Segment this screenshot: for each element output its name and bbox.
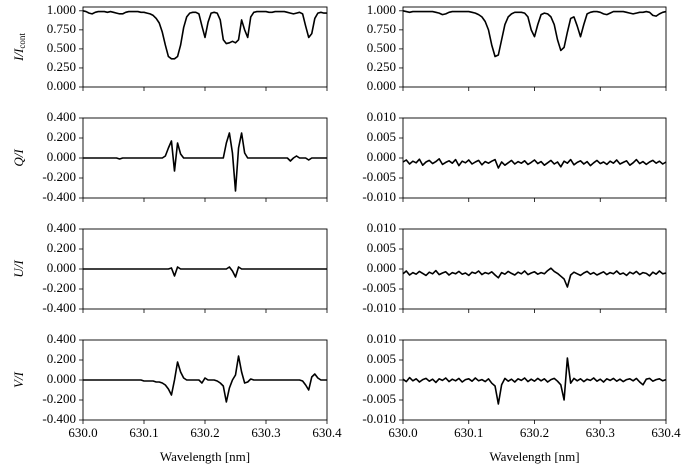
y-tick-label: 0.010 <box>367 220 396 235</box>
x-tick-label: 630.4 <box>312 425 342 440</box>
y-tick-label: -0.200 <box>42 391 76 406</box>
y-axis-label: U/I <box>11 260 26 278</box>
y-tick-label: 0.000 <box>47 260 76 275</box>
x-tick-label: 630.1 <box>129 425 158 440</box>
y-tick-label: 0.400 <box>47 220 76 235</box>
x-tick-label: 630.3 <box>586 425 615 440</box>
axes-frame <box>402 339 667 421</box>
x-tick-label: 630.3 <box>251 425 280 440</box>
y-tick-label: 0.000 <box>367 371 396 386</box>
y-tick-label: 0.200 <box>47 351 76 366</box>
y-tick-label: -0.005 <box>362 391 396 406</box>
axes-frame <box>402 228 667 310</box>
series-line <box>83 266 327 278</box>
y-axis-label-subscript: cont <box>17 33 27 49</box>
y-tick-label: 0.200 <box>47 240 76 255</box>
axes-frame <box>82 6 328 88</box>
x-axis-label: Wavelength [nm] <box>160 449 250 464</box>
y-tick-label: 0.005 <box>367 129 396 144</box>
y-tick-label: 0.500 <box>47 40 76 55</box>
y-tick-label: 0.010 <box>367 109 396 124</box>
series-line <box>402 267 667 288</box>
y-tick-label: -0.010 <box>362 411 396 426</box>
y-tick-label: -0.200 <box>42 169 76 184</box>
y-tick-label: 0.400 <box>47 109 76 124</box>
series-line <box>402 10 667 58</box>
y-axis-label-main: Q/I <box>11 149 26 167</box>
y-axis-label: Q/I <box>11 149 26 167</box>
y-tick-label: 0.750 <box>367 21 396 36</box>
x-tick-label: 630.2 <box>190 425 219 440</box>
y-tick-label: 0.000 <box>47 78 76 93</box>
y-tick-label: -0.010 <box>362 300 396 315</box>
y-tick-label: -0.200 <box>42 280 76 295</box>
y-tick-label: 0.500 <box>367 40 396 55</box>
x-tick-label: 630.0 <box>388 425 417 440</box>
y-tick-label: -0.005 <box>362 280 396 295</box>
axes-frame <box>82 228 328 310</box>
y-tick-label: 0.000 <box>367 78 396 93</box>
x-tick-label: 630.1 <box>454 425 483 440</box>
y-axis-label-main: I/I <box>11 48 26 62</box>
y-tick-label: 0.250 <box>47 59 76 74</box>
y-tick-label: -0.400 <box>42 189 76 204</box>
y-tick-label: -0.400 <box>42 411 76 426</box>
series-line <box>402 357 667 405</box>
y-tick-label: 0.750 <box>47 21 76 36</box>
series-line <box>82 10 327 60</box>
series-line <box>402 158 667 169</box>
y-tick-label: 0.000 <box>367 260 396 275</box>
x-tick-label: 630.2 <box>520 425 549 440</box>
y-tick-label: 0.400 <box>47 331 76 346</box>
y-axis-label-main: V/I <box>11 371 26 388</box>
axes-frame <box>402 117 667 199</box>
y-axis-label: V/I <box>11 371 26 388</box>
y-tick-label: 0.250 <box>367 59 396 74</box>
series-line <box>83 132 327 192</box>
y-tick-label: 0.010 <box>367 331 396 346</box>
y-tick-label: 0.000 <box>47 371 76 386</box>
y-tick-label: 1.000 <box>47 2 76 17</box>
axes-frame <box>82 117 328 199</box>
series-line <box>83 355 327 403</box>
x-tick-label: 630.0 <box>68 425 97 440</box>
axes-frame <box>82 339 328 421</box>
x-tick-label: 630.4 <box>651 425 681 440</box>
y-tick-label: -0.400 <box>42 300 76 315</box>
y-tick-label: 0.200 <box>47 129 76 144</box>
y-tick-label: 1.000 <box>367 2 396 17</box>
y-axis-label: I/Icont <box>11 33 27 62</box>
y-tick-label: 0.000 <box>47 149 76 164</box>
y-tick-label: 0.000 <box>367 149 396 164</box>
y-tick-label: -0.010 <box>362 189 396 204</box>
y-tick-label: 0.005 <box>367 351 396 366</box>
x-axis-label: Wavelength [nm] <box>489 449 579 464</box>
axes-frame <box>402 6 667 88</box>
y-axis-label-main: U/I <box>11 260 26 278</box>
y-tick-label: 0.005 <box>367 240 396 255</box>
y-tick-label: -0.005 <box>362 169 396 184</box>
